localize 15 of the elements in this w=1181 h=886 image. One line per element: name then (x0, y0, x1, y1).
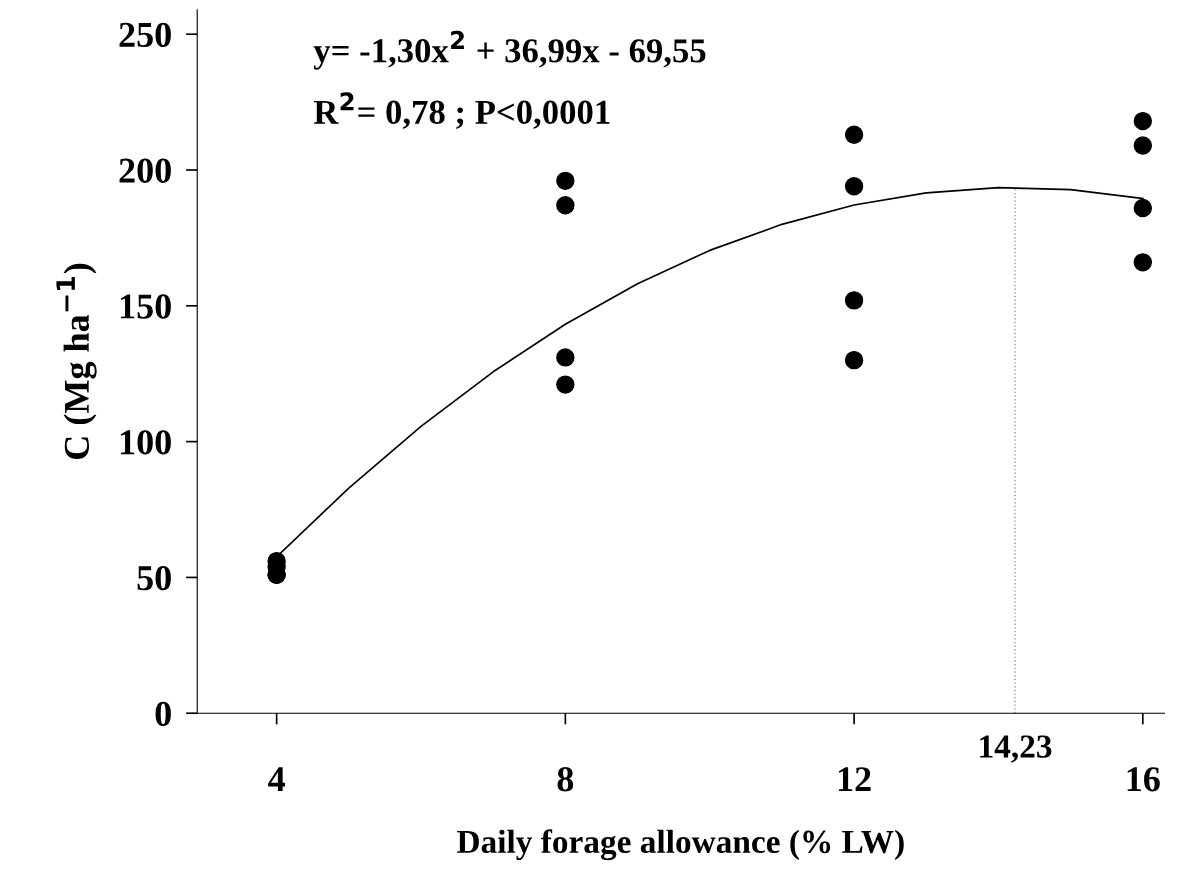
y-tick-label: 100 (120, 430, 171, 455)
annotation: R$^{2}$= 0,78 ; P<0,0001 (313, 92, 610, 130)
y-tick-label: 250 (119, 22, 171, 48)
annotation: y= -1,30x$^{2}$ + 36,99x - 69,55 (313, 30, 706, 70)
y-tick-label: 0 (155, 701, 171, 727)
x-tick-label: 16 (1127, 767, 1160, 792)
x-axis-title: Daily forage allowance (% LW) (457, 829, 904, 861)
x-tick-label: 8 (557, 767, 574, 792)
y-tick-label: 200 (119, 158, 171, 183)
x-tick-label: 12 (838, 767, 871, 792)
y-tick-label: 150 (120, 294, 171, 319)
y-axis-title: C (Mg ha$^{−1}$) (56, 263, 97, 460)
x-tick-label: 4 (268, 767, 285, 792)
y-tick-label: 50 (137, 565, 171, 591)
ref-line-label: 14,23 (980, 735, 1052, 763)
